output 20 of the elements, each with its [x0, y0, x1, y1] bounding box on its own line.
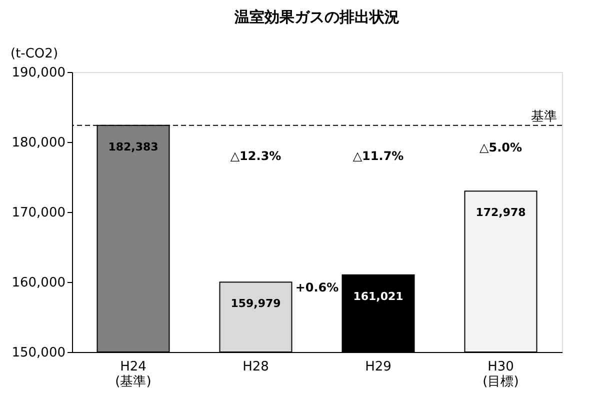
y-tick-label: 170,000 [12, 206, 66, 220]
ref-line-label: 基準 [531, 109, 557, 124]
data-label: 182,383 [108, 140, 158, 154]
data-label: 172,978 [476, 206, 526, 220]
x-tick-label: H24 (基準) [115, 360, 152, 390]
data-label: 159,979 [230, 297, 281, 310]
annotation: +0.6% [295, 280, 339, 295]
y-tick-label: 150,000 [12, 346, 66, 360]
y-tick-label: 180,000 [12, 136, 66, 150]
annotation: △5.0% [479, 140, 522, 155]
x-tick-label: H28 [242, 360, 269, 374]
annotation: △11.7% [352, 149, 404, 163]
y-tick-label: 190,000 [12, 66, 66, 80]
chart-title: 温室効果ガスの排出状況 [234, 8, 400, 26]
x-tick-label: H30 (目標) [482, 360, 519, 390]
x-tick-label: H29 [365, 360, 392, 374]
y-tick-label: 160,000 [12, 276, 66, 290]
annotation: △12.3% [230, 149, 282, 163]
data-label: 161,021 [353, 290, 404, 303]
y-axis-title: (t-CO2) [10, 46, 58, 62]
